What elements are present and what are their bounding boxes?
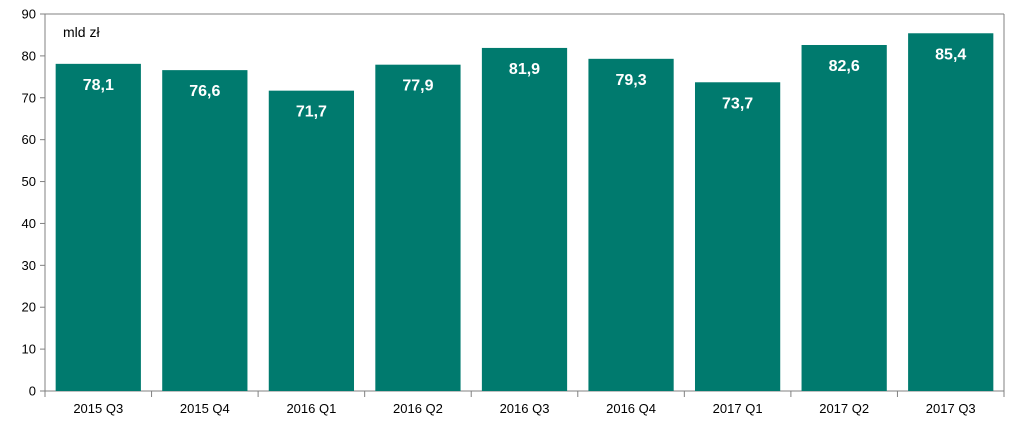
bar-value-label: 82,6 bbox=[829, 58, 860, 75]
bars bbox=[55, 33, 994, 392]
x-tick-label: 2015 Q4 bbox=[180, 401, 230, 416]
bar-value-label: 85,4 bbox=[935, 46, 966, 63]
x-tick-label: 2016 Q2 bbox=[393, 401, 443, 416]
y-tick-label: 50 bbox=[22, 174, 36, 189]
bar bbox=[908, 33, 994, 391]
y-axis-ticks: 0 10 20 30 40 50 60 70 80 90 bbox=[22, 7, 45, 399]
bar bbox=[162, 70, 248, 392]
x-tick-label: 2016 Q1 bbox=[286, 401, 336, 416]
bar-value-label: 71,7 bbox=[296, 104, 327, 121]
y-tick-label: 20 bbox=[22, 300, 36, 315]
bar bbox=[268, 90, 355, 391]
y-tick-label: 70 bbox=[22, 90, 36, 105]
bar bbox=[588, 58, 674, 392]
y-tick-label: 80 bbox=[22, 48, 36, 63]
y-tick-label: 60 bbox=[22, 132, 36, 147]
bar bbox=[801, 44, 887, 392]
bar-value-label: 81,9 bbox=[509, 61, 540, 78]
data-labels: 78,1 76,6 71,7 77,9 81,9 79,3 73,7 82,6 85,4 bbox=[83, 46, 967, 120]
bar bbox=[694, 82, 781, 391]
x-tick-label: 2017 Q2 bbox=[819, 401, 869, 416]
x-tick-label: 2016 Q3 bbox=[500, 401, 550, 416]
x-axis-ticks: 2015 Q3 2015 Q4 2016 Q1 2016 Q2 2016 Q3 2016 … bbox=[44, 391, 1005, 416]
y-tick-label: 0 bbox=[29, 384, 36, 399]
y-tick-label: 90 bbox=[22, 7, 36, 22]
x-tick-label: 2017 Q1 bbox=[713, 401, 763, 416]
x-tick-label: 2016 Q4 bbox=[606, 401, 656, 416]
bar bbox=[55, 63, 141, 391]
bar bbox=[375, 64, 461, 392]
bar-value-label: 76,6 bbox=[189, 83, 220, 100]
x-tick-label: 2015 Q3 bbox=[73, 401, 123, 416]
x-tick-label: 2017 Q3 bbox=[926, 401, 976, 416]
bar-value-label: 73,7 bbox=[722, 95, 753, 112]
unit-label: mld zł bbox=[63, 24, 100, 40]
bar-value-label: 79,3 bbox=[615, 72, 646, 89]
axes: 0 10 20 30 40 50 60 70 80 90 2015 Q3 2015 Q4 2016 Q… bbox=[22, 7, 1005, 416]
bar-value-label: 77,9 bbox=[402, 78, 433, 95]
bar-value-label: 78,1 bbox=[83, 77, 114, 94]
bar bbox=[481, 47, 568, 392]
y-tick-label: 10 bbox=[22, 342, 36, 357]
y-tick-label: 30 bbox=[22, 258, 36, 273]
y-tick-label: 40 bbox=[22, 216, 36, 231]
